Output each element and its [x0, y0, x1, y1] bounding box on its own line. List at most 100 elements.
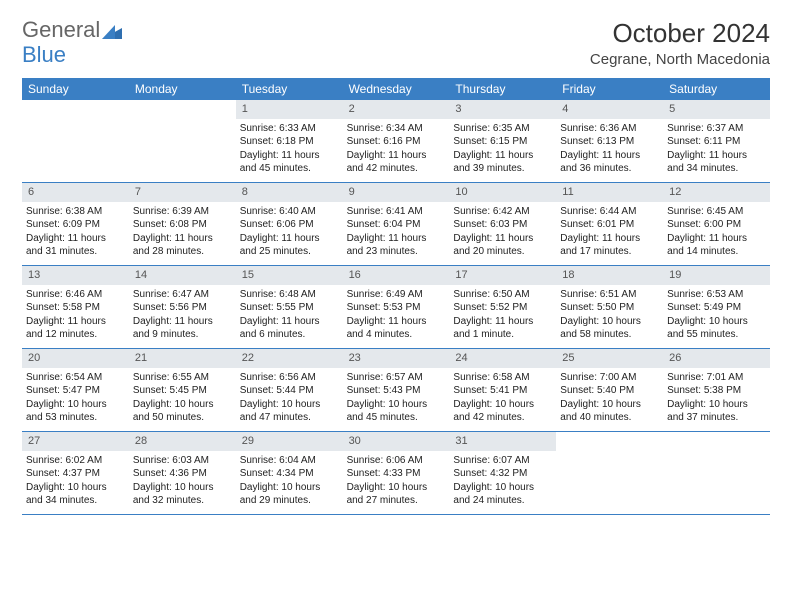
day-cell: 3Sunrise: 6:35 AMSunset: 6:15 PMDaylight… [449, 100, 556, 182]
sunrise-line: Sunrise: 6:41 AM [347, 205, 446, 219]
sunrise-line: Sunrise: 6:36 AM [560, 122, 659, 136]
sunrise-line: Sunrise: 6:48 AM [240, 288, 339, 302]
sunrise-line: Sunrise: 6:39 AM [133, 205, 232, 219]
month-title: October 2024 [590, 18, 770, 49]
sunrise-line: Sunrise: 6:47 AM [133, 288, 232, 302]
day-cell: 12Sunrise: 6:45 AMSunset: 6:00 PMDayligh… [663, 183, 770, 265]
location: Cegrane, North Macedonia [590, 51, 770, 68]
sunset-line: Sunset: 6:06 PM [240, 218, 339, 232]
day-number: 3 [449, 100, 556, 119]
sunrise-line: Sunrise: 6:58 AM [453, 371, 552, 385]
sunrise-line: Sunrise: 6:07 AM [453, 454, 552, 468]
calendar: SundayMondayTuesdayWednesdayThursdayFrid… [22, 78, 770, 515]
sunrise-line: Sunrise: 6:40 AM [240, 205, 339, 219]
day-cell: 22Sunrise: 6:56 AMSunset: 5:44 PMDayligh… [236, 349, 343, 431]
day-line: Daylight: 11 hours and 31 minutes. [26, 232, 125, 259]
day-line: Daylight: 11 hours and 34 minutes. [667, 149, 766, 176]
sunset-line: Sunset: 6:09 PM [26, 218, 125, 232]
day-number: 5 [663, 100, 770, 119]
dow-sunday: Sunday [22, 78, 129, 100]
logo: GeneralBlue [22, 18, 122, 66]
sunset-line: Sunset: 5:41 PM [453, 384, 552, 398]
day-line: Daylight: 10 hours and 47 minutes. [240, 398, 339, 425]
logo-text-general: General [22, 17, 100, 42]
day-number: 8 [236, 183, 343, 202]
sunrise-line: Sunrise: 6:57 AM [347, 371, 446, 385]
dow-thursday: Thursday [449, 78, 556, 100]
day-number: 30 [343, 432, 450, 451]
sunrise-line: Sunrise: 6:06 AM [347, 454, 446, 468]
day-line: Daylight: 11 hours and 9 minutes. [133, 315, 232, 342]
sunrise-line: Sunrise: 6:34 AM [347, 122, 446, 136]
day-number: 13 [22, 266, 129, 285]
day-line: Daylight: 10 hours and 45 minutes. [347, 398, 446, 425]
sunset-line: Sunset: 5:40 PM [560, 384, 659, 398]
day-line: Daylight: 11 hours and 45 minutes. [240, 149, 339, 176]
day-line: Daylight: 10 hours and 32 minutes. [133, 481, 232, 508]
sunset-line: Sunset: 6:08 PM [133, 218, 232, 232]
day-cell: 5 Sunrise: 6:37 AMSunset: 6:11 PMDaylight… [663, 100, 770, 182]
day-cell: 25Sunrise: 7:00 AMSunset: 5:40 PMDayligh… [556, 349, 663, 431]
day-cell: 17Sunrise: 6:50 AMSunset: 5:52 PMDayligh… [449, 266, 556, 348]
sunrise-line: Sunrise: 6:37 AM [667, 122, 766, 136]
day-line: Daylight: 11 hours and 36 minutes. [560, 149, 659, 176]
day-cell: 21Sunrise: 6:55 AMSunset: 5:45 PMDayligh… [129, 349, 236, 431]
sunset-line: Sunset: 5:56 PM [133, 301, 232, 315]
day-number: 29 [236, 432, 343, 451]
day-cell: 15 Sunrise: 6:48 AMSunset: 5:55 PMDayligh… [236, 266, 343, 348]
sunrise-line: Sunrise: 6:54 AM [26, 371, 125, 385]
title-block: October 2024 Cegrane, North Macedonia [590, 18, 770, 68]
header: GeneralBlue October 2024 Cegrane, North … [22, 18, 770, 68]
sunset-line: Sunset: 5:55 PM [240, 301, 339, 315]
day-cell: 1Sunrise: 6:33 AMSunset: 6:18 PMDaylight… [236, 100, 343, 182]
sunrise-line: Sunrise: 6:45 AM [667, 205, 766, 219]
day-line: Daylight: 11 hours and 39 minutes. [453, 149, 552, 176]
day-cell: 31Sunrise: 6:07 AMSunset: 4:32 PMDayligh… [449, 432, 556, 514]
dow-wednesday: Wednesday [343, 78, 450, 100]
sunset-line: Sunset: 5:45 PM [133, 384, 232, 398]
day-line: Daylight: 10 hours and 27 minutes. [347, 481, 446, 508]
day-cell: 13Sunrise: 6:46 AMSunset: 5:58 PMDayligh… [22, 266, 129, 348]
day-cell: 23Sunrise: 6:57 AMSunset: 5:43 PMDayligh… [343, 349, 450, 431]
day-number: 20 [22, 349, 129, 368]
dow-tuesday: Tuesday [236, 78, 343, 100]
sunrise-line: Sunrise: 6:56 AM [240, 371, 339, 385]
sunset-line: Sunset: 5:43 PM [347, 384, 446, 398]
sunset-line: Sunset: 6:18 PM [240, 135, 339, 149]
day-number: 15 [236, 266, 343, 285]
day-line: Daylight: 10 hours and 29 minutes. [240, 481, 339, 508]
sunset-line: Sunset: 5:49 PM [667, 301, 766, 315]
sunset-line: Sunset: 6:04 PM [347, 218, 446, 232]
day-number: 27 [22, 432, 129, 451]
week-row: 20Sunrise: 6:54 AMSunset: 5:47 PMDayligh… [22, 349, 770, 432]
day-number: 26 [663, 349, 770, 368]
sunset-line: Sunset: 6:03 PM [453, 218, 552, 232]
day-cell: 8 Sunrise: 6:40 AMSunset: 6:06 PMDaylight… [236, 183, 343, 265]
sunset-line: Sunset: 4:32 PM [453, 467, 552, 481]
dow-saturday: Saturday [663, 78, 770, 100]
sunset-line: Sunset: 6:11 PM [667, 135, 766, 149]
sunset-line: Sunset: 4:37 PM [26, 467, 125, 481]
sunset-line: Sunset: 6:13 PM [560, 135, 659, 149]
day-number: 18 [556, 266, 663, 285]
sunrise-line: Sunrise: 6:44 AM [560, 205, 659, 219]
sunset-line: Sunset: 6:00 PM [667, 218, 766, 232]
day-number: 1 [236, 100, 343, 119]
sunset-line: Sunset: 5:50 PM [560, 301, 659, 315]
day-line: Daylight: 11 hours and 20 minutes. [453, 232, 552, 259]
day-number: 6 [22, 183, 129, 202]
dow-monday: Monday [129, 78, 236, 100]
sunset-line: Sunset: 6:15 PM [453, 135, 552, 149]
day-line: Daylight: 11 hours and 42 minutes. [347, 149, 446, 176]
sunset-line: Sunset: 5:52 PM [453, 301, 552, 315]
day-line: Daylight: 11 hours and 25 minutes. [240, 232, 339, 259]
sunrise-line: Sunrise: 6:04 AM [240, 454, 339, 468]
day-line: Daylight: 11 hours and 6 minutes. [240, 315, 339, 342]
day-line: Daylight: 11 hours and 4 minutes. [347, 315, 446, 342]
week-row: 27Sunrise: 6:02 AMSunset: 4:37 PMDayligh… [22, 432, 770, 515]
day-of-week-header: SundayMondayTuesdayWednesdayThursdayFrid… [22, 78, 770, 100]
sunrise-line: Sunrise: 6:42 AM [453, 205, 552, 219]
day-line: Daylight: 10 hours and 42 minutes. [453, 398, 552, 425]
day-cell: 16Sunrise: 6:49 AMSunset: 5:53 PMDayligh… [343, 266, 450, 348]
day-cell: 2Sunrise: 6:34 AMSunset: 6:16 PMDaylight… [343, 100, 450, 182]
